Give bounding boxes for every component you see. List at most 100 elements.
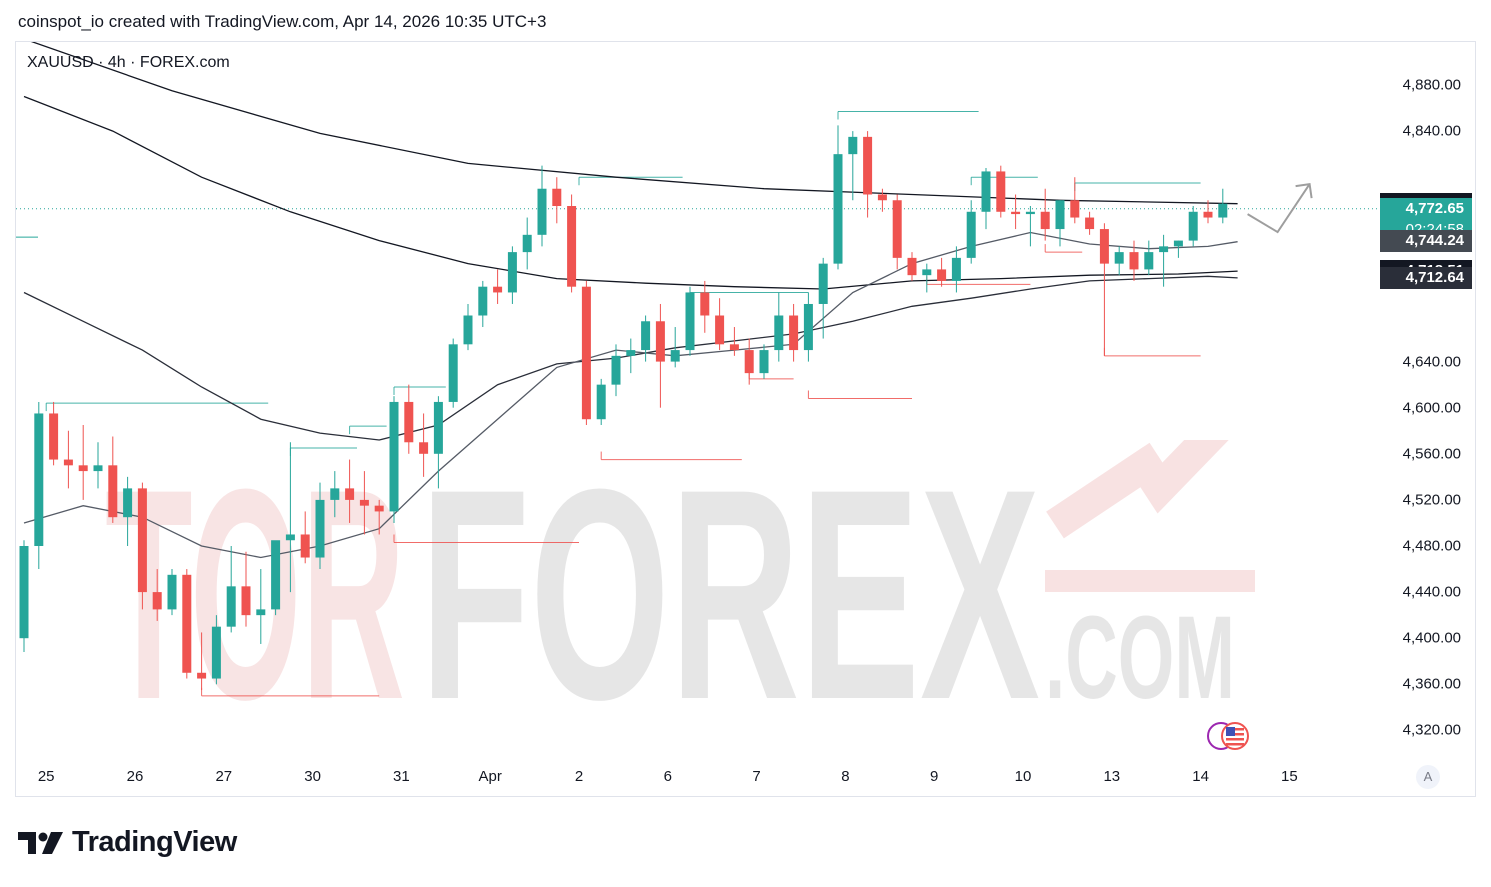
candle-body [522, 234, 532, 253]
tradingview-wordmark: TradingView [72, 826, 237, 858]
price-tick-label: 4,480.00 [1402, 537, 1461, 555]
moving-average-line [23, 231, 1238, 559]
price-tick-label: 4,360.00 [1402, 675, 1461, 693]
price-tag-ma: 4,744.24 [1380, 230, 1472, 253]
time-tick-label: 6 [663, 768, 672, 785]
candle-body [744, 350, 754, 374]
candle-body [78, 465, 88, 472]
candle-body [581, 286, 591, 420]
candle-body [892, 200, 902, 258]
candle-body [552, 188, 562, 207]
time-axis[interactable]: 25 26 27 30 31 Apr 2 6 7 8 9 10 13 14 15 [16, 758, 1378, 796]
price-tick-label: 4,640.00 [1402, 353, 1461, 371]
candle-body [1173, 240, 1183, 247]
candle-body [1011, 211, 1021, 215]
candle-body [655, 321, 665, 362]
candle-body [226, 586, 236, 627]
auto-scale-button[interactable]: A [1416, 765, 1440, 789]
candle-body [241, 586, 251, 616]
candle-body [848, 136, 858, 155]
chart-plot-area[interactable] [16, 42, 1378, 758]
price-tick-label: 4,400.00 [1402, 629, 1461, 647]
candle-body [182, 574, 192, 673]
tradingview-logo[interactable]: TradingView [18, 826, 237, 859]
time-tick-label: 2 [574, 768, 584, 785]
candle-body [137, 488, 147, 593]
candle-body [759, 350, 769, 374]
time-tick-label: 8 [841, 768, 850, 785]
time-tick-label: 31 [393, 768, 410, 785]
candle-body [1114, 252, 1124, 264]
candle-body [1040, 211, 1050, 230]
candle-body [863, 136, 873, 195]
candle-body [670, 350, 680, 362]
candle-body [507, 252, 517, 293]
price-axis[interactable]: 4,880.00 4,840.00 4,640.00 4,600.00 4,560.00… [1378, 42, 1475, 758]
time-tick-label: 14 [1192, 768, 1209, 785]
candle-body [1085, 217, 1095, 230]
candle-body [152, 592, 162, 610]
price-tick-label: 4,320.00 [1402, 721, 1461, 739]
candlestick-chart [16, 42, 1378, 697]
projection-arrow-icon [1247, 183, 1311, 234]
price-tick-label: 4,560.00 [1402, 445, 1461, 463]
candle-body [1144, 252, 1154, 270]
price-tick-label: 4,520.00 [1402, 491, 1461, 509]
candle-body [389, 401, 399, 512]
candle-body [359, 499, 369, 506]
candle-body [285, 534, 295, 541]
candle-body [1159, 246, 1169, 253]
candle-body [345, 488, 355, 500]
candle-body [611, 355, 621, 385]
time-tick-label: 26 [126, 768, 144, 785]
candle-body [789, 315, 799, 351]
candle-body [596, 384, 606, 420]
candle-body [404, 401, 414, 443]
candle-body [63, 459, 73, 466]
moving-average-line [30, 42, 1238, 205]
candle-body [951, 257, 961, 281]
candle-body [966, 211, 976, 258]
candle-body [34, 413, 44, 546]
candle-body [774, 315, 784, 351]
candle-body [256, 609, 266, 616]
candle-body [211, 626, 221, 679]
time-tick-label: 15 [1281, 768, 1298, 785]
candle-body [315, 499, 325, 558]
price-tick-label: 4,440.00 [1402, 583, 1461, 601]
candle-body [49, 413, 59, 460]
candle-body [877, 194, 887, 201]
candle-body [123, 488, 133, 518]
candle-body [1218, 203, 1228, 218]
candle-body [93, 465, 103, 472]
candle-body [374, 505, 384, 512]
candle-body [1129, 252, 1139, 270]
candle-body [330, 488, 340, 500]
candle-body [641, 321, 651, 351]
candle-body [1025, 211, 1035, 215]
candle-body [700, 292, 710, 316]
candle-body [478, 286, 488, 316]
tradingview-logo-icon [18, 831, 63, 854]
candle-body [433, 401, 443, 454]
projection-arrowhead-icon [1295, 182, 1313, 199]
candle-body [463, 315, 473, 345]
price-tick-label: 4,600.00 [1402, 399, 1461, 417]
candle-body [300, 534, 310, 558]
candle-body [167, 574, 177, 610]
candle-body [537, 188, 547, 235]
chart-frame [15, 41, 1476, 797]
candle-body [833, 154, 843, 264]
candle-body [19, 546, 29, 639]
country-flags-icon[interactable] [1207, 721, 1255, 753]
candle-body [493, 286, 503, 293]
candle-body [907, 257, 917, 276]
candle-body [937, 269, 947, 281]
time-tick-label: 30 [304, 768, 321, 785]
candle-body [108, 465, 118, 518]
time-tick-label: 10 [1014, 768, 1032, 785]
time-tick-label: Apr [478, 768, 502, 785]
candle-body [1188, 211, 1198, 241]
candle-body [685, 292, 695, 351]
time-tick-label: 27 [215, 768, 233, 785]
